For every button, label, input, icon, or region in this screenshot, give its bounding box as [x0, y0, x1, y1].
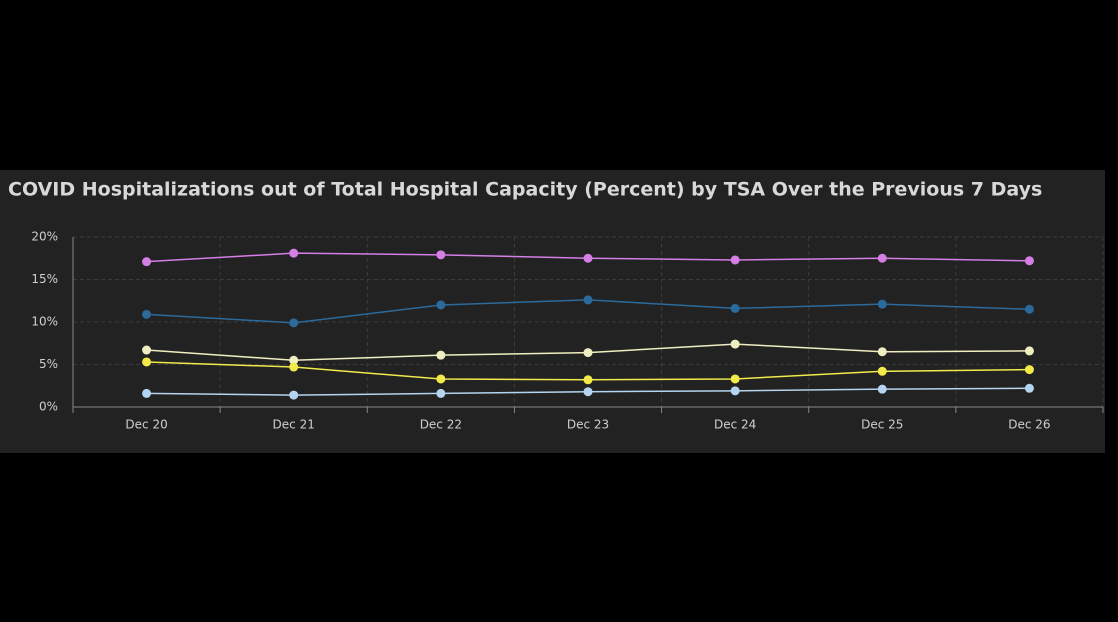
data-point	[730, 386, 740, 396]
data-point	[289, 355, 299, 365]
y-tick-label: 15%	[31, 272, 58, 286]
data-point	[1024, 304, 1034, 314]
data-point	[730, 303, 740, 313]
data-point	[1024, 256, 1034, 266]
y-tick-label: 0%	[39, 400, 58, 414]
data-point	[142, 309, 152, 319]
x-tick-label: Dec 26	[1008, 418, 1050, 432]
data-point	[1024, 383, 1034, 393]
y-tick-label: 5%	[39, 357, 58, 371]
data-point	[583, 375, 593, 385]
data-point	[289, 248, 299, 258]
data-point	[730, 374, 740, 384]
data-point	[583, 295, 593, 305]
data-point	[142, 388, 152, 398]
data-point	[877, 366, 887, 376]
data-point	[1024, 346, 1034, 356]
data-point	[877, 299, 887, 309]
x-tick-label: Dec 21	[273, 418, 315, 432]
data-point	[583, 348, 593, 358]
data-point	[289, 318, 299, 328]
x-tick-label: Dec 25	[861, 418, 903, 432]
data-point	[877, 347, 887, 357]
data-point	[142, 257, 152, 267]
data-point	[436, 388, 446, 398]
chart-title: COVID Hospitalizations out of Total Hosp…	[8, 179, 1042, 201]
y-tick-label: 20%	[31, 230, 58, 244]
x-tick-label: Dec 23	[567, 418, 609, 432]
x-tick-label: Dec 24	[714, 418, 756, 432]
data-point	[436, 374, 446, 384]
data-point	[289, 390, 299, 400]
x-tick-label: Dec 20	[125, 418, 167, 432]
data-point	[730, 339, 740, 349]
data-point	[142, 357, 152, 367]
data-point	[436, 350, 446, 360]
x-tick-label: Dec 22	[420, 418, 462, 432]
panel	[0, 170, 1105, 453]
data-point	[583, 253, 593, 263]
y-tick-label: 10%	[31, 315, 58, 329]
data-point	[730, 255, 740, 265]
data-point	[877, 253, 887, 263]
data-point	[1024, 365, 1034, 375]
data-point	[436, 250, 446, 260]
data-point	[289, 362, 299, 372]
data-point	[877, 384, 887, 394]
data-point	[583, 387, 593, 397]
data-point	[142, 345, 152, 355]
data-point	[436, 300, 446, 310]
